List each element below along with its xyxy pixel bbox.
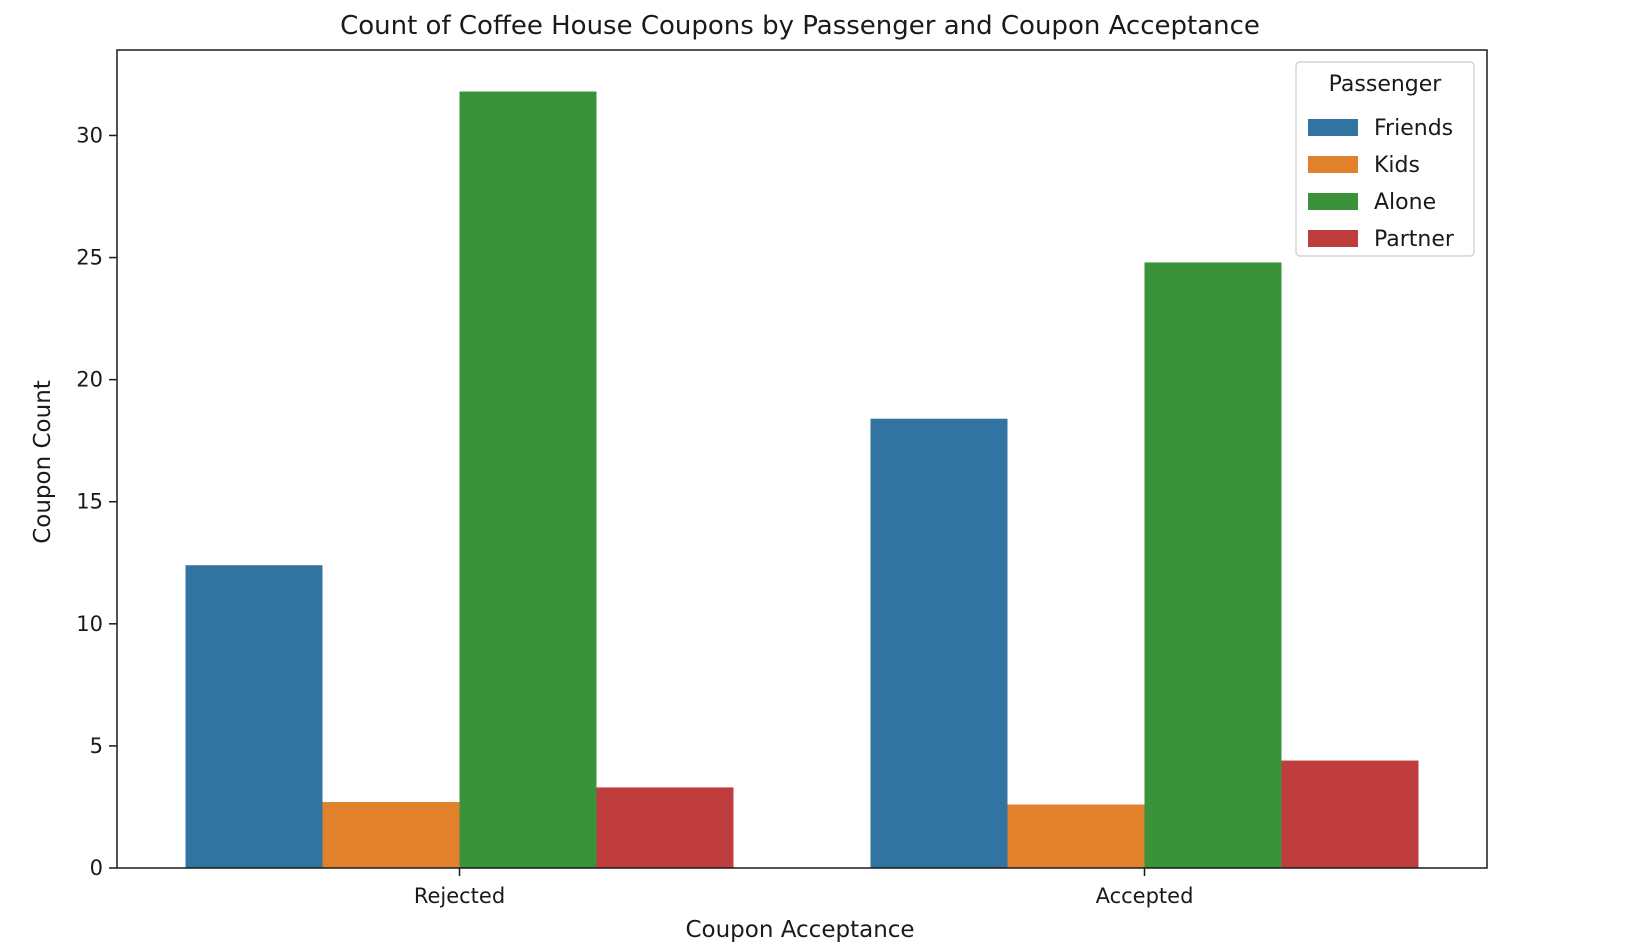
legend-swatch-partner (1308, 230, 1358, 247)
y-tick-label: 0 (90, 856, 103, 880)
x-axis: Rejected Accepted (414, 868, 1194, 908)
plot-frame (116, 49, 1488, 869)
bar-alone-accepted (1144, 262, 1282, 869)
x-tick-label-accepted: Accepted (1096, 884, 1194, 908)
legend-label-partner: Partner (1374, 227, 1455, 252)
bar-partner-accepted (1281, 760, 1419, 868)
bar-kids-accepted (1007, 804, 1145, 868)
y-tick-label: 5 (90, 734, 103, 758)
legend: Passenger Friends Kids Alone Partner (1295, 61, 1475, 257)
bars-layer (185, 91, 1419, 869)
y-tick-label: 20 (76, 368, 103, 392)
bar-kids-rejected (322, 802, 460, 868)
chart-title: Count of Coffee House Coupons by Passeng… (340, 11, 1260, 41)
legend-items: Friends Kids Alone Partner (1308, 116, 1455, 252)
bar-alone-rejected (459, 91, 597, 869)
legend-label-kids: Kids (1374, 153, 1420, 178)
y-axis: 0 5 10 15 20 25 30 (76, 123, 117, 880)
x-axis-label: Coupon Acceptance (685, 917, 914, 943)
y-tick-label: 10 (76, 612, 103, 636)
legend-label-friends: Friends (1374, 116, 1453, 141)
x-tick-label-rejected: Rejected (414, 884, 505, 908)
legend-label-alone: Alone (1374, 190, 1436, 215)
y-axis-label: Coupon Count (30, 380, 56, 544)
bar-friends-accepted (870, 418, 1008, 868)
legend-swatch-alone (1308, 193, 1358, 210)
bar-friends-rejected (185, 565, 323, 868)
legend-title: Passenger (1329, 72, 1443, 97)
y-tick-label: 15 (76, 490, 103, 514)
y-tick-label: 30 (76, 123, 103, 147)
y-tick-label: 25 (76, 246, 103, 270)
legend-swatch-kids (1308, 156, 1358, 173)
bar-partner-rejected (596, 787, 734, 868)
legend-swatch-friends (1308, 119, 1358, 136)
